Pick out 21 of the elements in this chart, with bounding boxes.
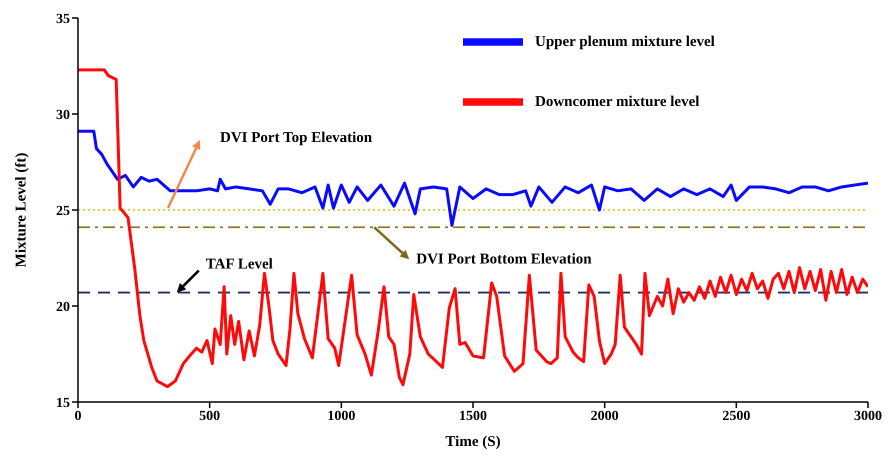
annotation: TAF Level: [206, 256, 273, 273]
annotation: DVI Port Bottom Elevation: [416, 251, 592, 268]
y-tick-label: 35: [56, 12, 70, 27]
x-tick-label: 1500: [459, 408, 487, 424]
x-tick-label: 1000: [327, 408, 356, 424]
x-tick-label: 2500: [722, 408, 750, 424]
y-tick-label: 25: [56, 204, 70, 219]
x-tick-label: 500: [199, 408, 220, 424]
line-series: [78, 130, 868, 227]
y-tick-label: 20: [56, 300, 70, 315]
annotation: DVI Port Top Elevation: [220, 130, 373, 146]
legend-label: Upper plenum mixture level: [535, 34, 715, 50]
y-tick-label: 30: [56, 108, 70, 123]
y-tick-label: 15: [56, 396, 70, 411]
legend-label: Downcomer mixture level: [535, 94, 700, 110]
x-tick-label: 3000: [854, 408, 882, 424]
line-series: [78, 68, 868, 388]
x-axis-title: Time (S): [445, 434, 501, 450]
y-axis-title: Mixture Level (ft): [13, 152, 30, 268]
x-tick-label: 2000: [590, 408, 619, 424]
x-tick-label: 0: [74, 408, 82, 424]
